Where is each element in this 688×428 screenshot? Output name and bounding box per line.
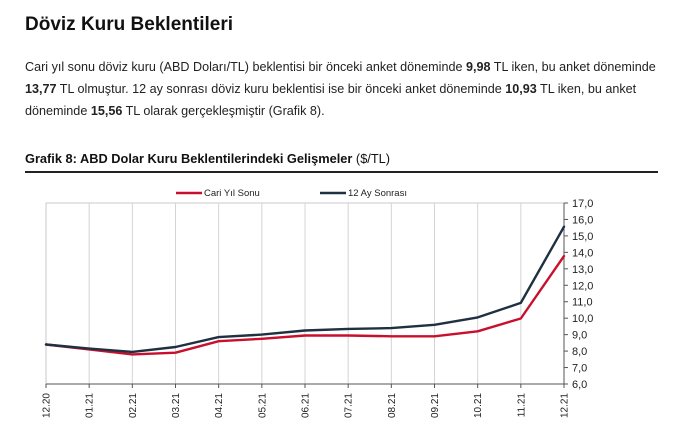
y-tick-label: 14,0 [572, 247, 593, 259]
para-text-5: TL olarak gerçekleşmiştir (Grafik 8). [122, 104, 325, 118]
chart-title-unit: ($/TL) [352, 151, 391, 166]
chart-legend: Cari Yıl Sonu 12 Ay Sonrası [176, 188, 407, 199]
y-tick-label: 15,0 [572, 231, 593, 243]
x-tick-label: 01.21 [85, 393, 96, 418]
chart-axes: 12.20 01.21 02.21 03.21 04.21 05.21 06.21 07.21… [42, 198, 594, 418]
y-tick-label: 16,0 [572, 214, 593, 226]
para-text-2: TL iken, bu anket döneminde [490, 60, 656, 74]
x-tick-label: 10.21 [473, 393, 484, 418]
chart-title-rule [25, 171, 658, 173]
y-tick-label: 6,0 [572, 379, 587, 391]
series-line-cari-yil-sonu [44, 254, 566, 356]
y-tick-label: 11,0 [572, 297, 593, 309]
x-tick-label: 08.21 [387, 393, 398, 418]
value-prev-year-end: 9,98 [465, 60, 491, 74]
x-tick-label: 12.20 [42, 393, 53, 418]
chart-grid [45, 202, 565, 385]
series-line-12-ay-sonrasi [44, 225, 566, 354]
x-tick-label: 03.21 [171, 393, 182, 418]
value-current-12m: 15,56 [90, 104, 123, 118]
x-tick-label: 04.21 [214, 393, 225, 418]
y-tick-label: 13,0 [572, 264, 593, 276]
y-tick-label: 9,0 [572, 330, 587, 342]
summary-paragraph: Cari yıl sonu döviz kuru (ABD Doları/TL)… [25, 56, 665, 122]
x-tick-label: 06.21 [301, 393, 312, 418]
y-tick-label: 8,0 [572, 346, 587, 358]
para-text-1: Cari yıl sonu döviz kuru (ABD Doları/TL)… [25, 60, 466, 74]
y-tick-label: 17,0 [572, 198, 593, 210]
chart-title-main: Grafik 8: ABD Dolar Kuru Beklentilerinde… [25, 151, 353, 166]
legend-label-cari-yil-sonu: Cari Yıl Sonu [204, 188, 260, 199]
para-text-3: TL olmuştur. 12 ay sonrası döviz kuru be… [56, 82, 506, 96]
y-tick-label: 12,0 [572, 280, 593, 292]
para-text-4: TL iken, bu anket döneminde [25, 82, 637, 118]
y-tick-label: 7,0 [572, 363, 587, 375]
x-tick-label: 07.21 [344, 393, 355, 418]
x-tick-label: 05.21 [257, 393, 268, 418]
x-tick-label: 11.21 [516, 393, 527, 418]
chart-series [44, 225, 566, 356]
value-prev-12m: 10,93 [505, 82, 537, 96]
chart-title: Grafik 8: ABD Dolar Kuru Beklentilerinde… [25, 151, 390, 166]
legend-label-12-ay-sonrasi: 12 Ay Sonrası [348, 188, 407, 199]
x-tick-label: 02.21 [128, 393, 139, 418]
section-heading: Döviz Kuru Beklentileri [25, 14, 233, 35]
y-tick-label: 10,0 [572, 313, 593, 325]
value-current-year-end: 13,77 [25, 82, 57, 96]
x-tick-label: 09.21 [430, 393, 441, 418]
x-tick-label: 12.21 [560, 393, 571, 418]
